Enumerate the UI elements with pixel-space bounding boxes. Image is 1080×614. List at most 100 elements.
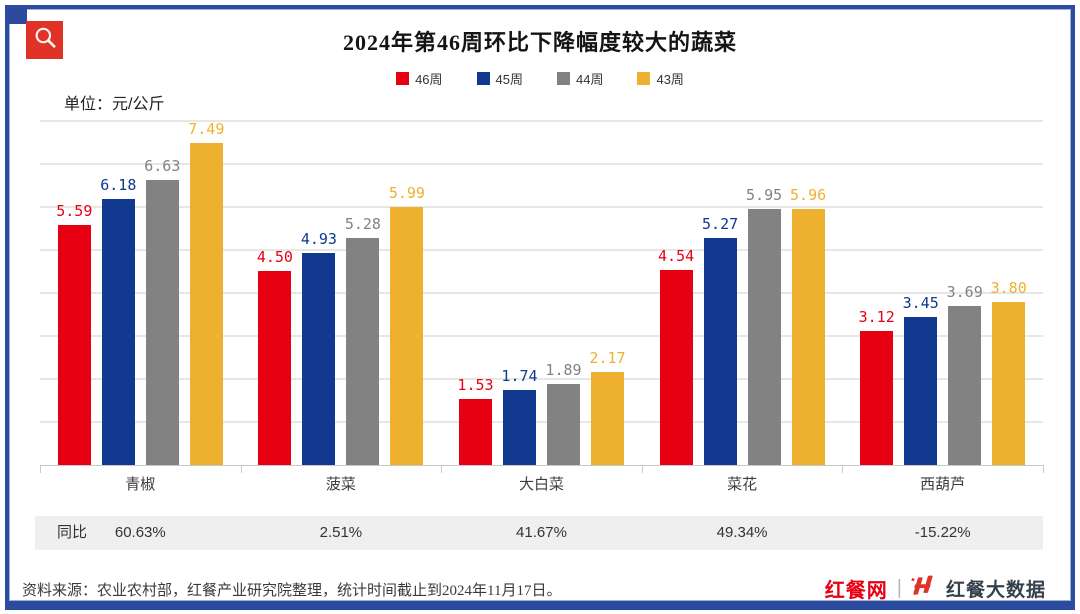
bar-wrap: 4.50 (257, 248, 293, 465)
bar-group-青椒: 5.59 6.18 6.63 7.49 (40, 120, 241, 465)
category-label-西葫芦: 西葫芦 (920, 476, 966, 493)
yoy-row-label: 同比 (57, 524, 88, 541)
corner-red-square (26, 21, 63, 59)
bar-value-label: 2.17 (589, 349, 626, 367)
brand-h-icon (911, 574, 937, 603)
bar-value-label: 5.96 (790, 186, 827, 204)
bar-value-label: 3.69 (946, 283, 983, 301)
legend-swatch (476, 72, 490, 85)
bar-wrap: 5.59 (56, 202, 92, 465)
bar-group-菜花: 4.54 5.27 5.95 5.96 (642, 122, 843, 465)
chart-title: 2024年第46周环比下降幅度较大的蔬菜 (342, 30, 737, 55)
legend-label: 44周 (576, 72, 604, 87)
legend-item-46周: 46周 (396, 69, 443, 88)
magnifier-icon (30, 23, 60, 58)
legend-item-45周: 45周 (476, 69, 523, 88)
category-label-青椒: 青椒 (125, 476, 156, 493)
bar-value-label: 5.27 (702, 215, 739, 233)
corner-blue-square (5, 5, 27, 24)
bar-43周-青椒 (189, 143, 223, 465)
bar-value-label: 4.93 (300, 230, 337, 248)
legend-swatch (637, 72, 651, 85)
bar-group-西葫芦: 3.12 3.45 3.69 3.80 (842, 122, 1043, 465)
bar-value-label: 7.49 (188, 120, 225, 138)
yoy-band: 同比 60.63% 2.51% 41.67% 49.34% -15.22% (35, 516, 1043, 550)
legend-swatch (396, 72, 410, 85)
gridline (40, 120, 1043, 122)
bar-value-label: 4.54 (658, 247, 695, 265)
gridline (40, 378, 1043, 380)
category-label-菠菜: 菠菜 (325, 476, 356, 493)
axis-tick (641, 465, 643, 473)
gridline (40, 292, 1043, 294)
bar-group-大白菜: 1.53 1.74 1.89 2.17 (441, 122, 642, 465)
bar-46周-青椒 (57, 225, 91, 465)
footer-source-text: 资料来源：农业农村部，红餐产业研究院整理，统计时间截止到2024年11月17日。 (22, 583, 562, 599)
bar-wrap: 1.53 (457, 376, 494, 465)
legend-label: 43周 (656, 72, 684, 87)
yoy-value: 49.34% (716, 524, 768, 541)
bar-43周-菠菜 (390, 207, 424, 465)
bar-wrap: 5.96 (790, 186, 826, 465)
gridline (40, 335, 1043, 337)
bar-value-label: 5.28 (344, 215, 381, 233)
chart-legend: 46周 45周 44周 43周 (0, 69, 1080, 88)
axis-tick (40, 465, 41, 473)
legend-label: 45周 (495, 72, 523, 87)
bar-wrap: 5.95 (746, 186, 782, 465)
bar-43周-大白菜 (590, 372, 624, 465)
bar-value-label: 4.50 (256, 248, 293, 266)
bar-wrap: 5.27 (702, 215, 738, 465)
bar-45周-大白菜 (502, 390, 536, 465)
bar-wrap: 1.89 (545, 361, 582, 465)
axis-tick (1043, 465, 1044, 473)
yoy-value: 2.51% (319, 524, 363, 541)
bar-wrap: 3.45 (903, 294, 939, 465)
bar-wrap: 3.12 (859, 308, 895, 465)
category-label-大白菜: 大白菜 (518, 476, 564, 493)
legend-swatch (557, 72, 570, 85)
bar-wrap: 2.17 (589, 349, 626, 465)
bar-45周-青椒 (101, 199, 135, 465)
bar-value-label: 5.59 (56, 202, 93, 220)
bar-44周-西葫芦 (948, 306, 982, 465)
bar-wrap: 6.63 (144, 157, 180, 465)
bar-wrap: 4.93 (301, 230, 337, 465)
bar-45周-菠菜 (302, 253, 336, 465)
bar-value-label: 3.12 (858, 308, 895, 326)
bar-44周-菠菜 (346, 238, 380, 465)
bar-wrap: 7.49 (188, 120, 224, 465)
category-label-菜花: 菜花 (727, 476, 758, 493)
brand-hongcanwang-logo: 红餐网 (824, 580, 888, 602)
axis-tick (441, 465, 443, 473)
bar-wrap: 3.80 (991, 279, 1027, 465)
x-axis-category-labels: 青椒 菠菜 大白菜 菜花 西葫芦 (40, 473, 1043, 494)
bar-value-label: 1.89 (545, 361, 582, 379)
bar-43周-菜花 (791, 209, 825, 465)
bar-value-label: 5.99 (388, 184, 425, 202)
yoy-values-row: 60.63% 2.51% 41.67% 49.34% -15.22% (40, 516, 1043, 550)
bar-46周-西葫芦 (860, 331, 894, 465)
bar-value-label: 6.18 (100, 176, 137, 194)
bar-wrap: 5.99 (389, 184, 425, 465)
page-frame (5, 5, 1075, 610)
bar-wrap: 6.18 (100, 176, 136, 465)
bar-value-label: 5.95 (746, 186, 783, 204)
gridline (40, 163, 1043, 165)
axis-tick (240, 465, 242, 473)
gridline (40, 206, 1043, 208)
bar-wrap: 3.69 (947, 283, 983, 465)
bar-wrap: 4.54 (658, 247, 694, 465)
bar-45周-菜花 (703, 238, 737, 465)
axis-tick (842, 465, 844, 473)
brand-hongcan-bigdata-label: 红餐大数据 (945, 580, 1046, 601)
gridline (40, 421, 1043, 423)
bar-45周-西葫芦 (904, 317, 938, 465)
bar-44周-菜花 (747, 209, 781, 465)
branding: 红餐网 | 红餐大数据 (825, 574, 1046, 603)
unit-label: 单位：元/公斤 (64, 96, 165, 113)
bar-value-label: 3.45 (902, 294, 939, 312)
bar-44周-大白菜 (546, 384, 580, 465)
yoy-value: 41.67% (516, 524, 567, 541)
bar-value-label: 3.80 (990, 279, 1027, 297)
